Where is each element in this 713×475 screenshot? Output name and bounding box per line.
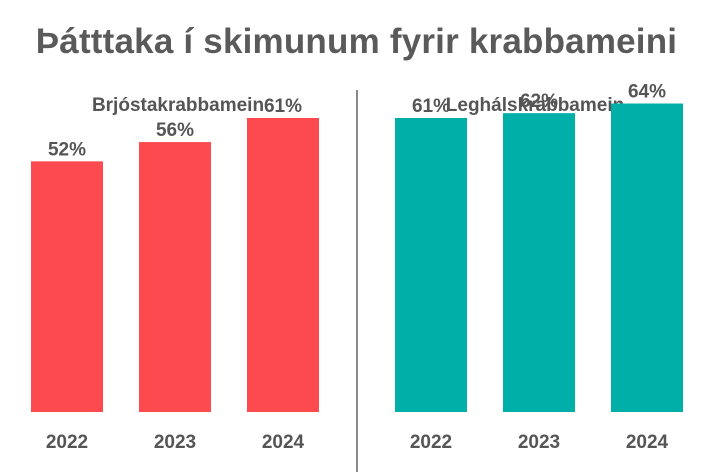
- x-tick-label-2022: 2022: [410, 432, 452, 453]
- panel-divider: [356, 90, 358, 472]
- bar-chart-cervical-cancer: 61% 2022 62% 2023 64% 2024: [395, 82, 683, 453]
- data-label-2023: 62%: [520, 91, 558, 112]
- bar-2023: [503, 113, 575, 412]
- data-label-2024: 61%: [264, 96, 302, 117]
- x-tick-label-2023: 2023: [518, 432, 560, 453]
- bar-chart-breast-cancer: 52% 2022 56% 2023 61% 2024: [31, 96, 319, 453]
- chart-title: Leghálskrabbamein: [445, 95, 625, 116]
- x-tick-label-2024: 2024: [262, 432, 305, 453]
- bar-2024: [611, 103, 683, 413]
- x-tick-label-2023: 2023: [154, 432, 196, 453]
- x-tick-label-2022: 2022: [46, 432, 88, 453]
- data-label-2022: 52%: [48, 139, 86, 160]
- bar-2022: [31, 161, 103, 412]
- bar-2022: [395, 117, 467, 412]
- bar-2023: [139, 142, 211, 412]
- chart-panel-breast-cancer: Brjóstakrabbamein 52% 2022 56% 2023 61% 2024: [0, 0, 356, 475]
- bar-2024: [247, 117, 319, 412]
- data-label-2023: 56%: [156, 120, 194, 141]
- data-label-2024: 64%: [628, 82, 666, 103]
- page-title: Þátttaka í skimunum fyrir krabbameini: [35, 22, 678, 61]
- chart-title: Brjóstakrabbamein: [91, 95, 265, 116]
- chart-panel-cervical-cancer: Leghálskrabbamein 61% 2022 62% 2023 64% 2024: [357, 0, 713, 475]
- data-label-2022: 61%: [412, 96, 450, 117]
- x-tick-label-2024: 2024: [626, 432, 669, 453]
